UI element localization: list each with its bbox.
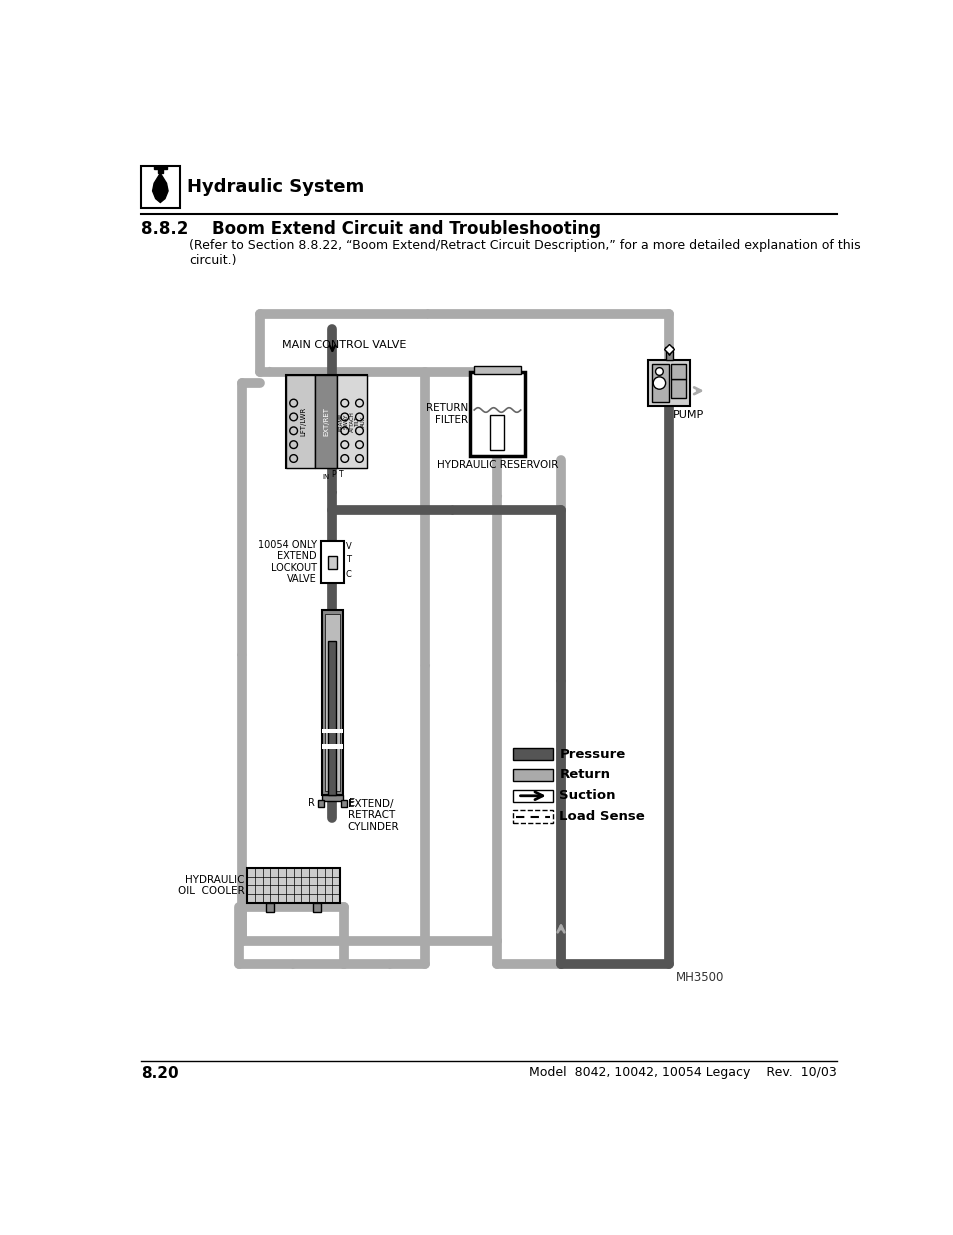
Text: P: P (331, 471, 335, 479)
Text: Suction: Suction (558, 789, 616, 803)
Text: PUMP: PUMP (673, 410, 704, 420)
Bar (340, 799, 347, 808)
Text: R: R (308, 798, 315, 808)
Bar (286, 375, 315, 468)
Text: Return: Return (558, 768, 610, 782)
Bar (651, 364, 668, 403)
Bar (266, 903, 274, 911)
Text: EXT/RET: EXT/RET (323, 408, 329, 436)
Text: HYDRAULIC
OIL  COOLER: HYDRAULIC OIL COOLER (178, 874, 245, 897)
Text: MAIN CONTROL VALVE: MAIN CONTROL VALVE (282, 340, 406, 350)
Text: (Refer to Section 8.8.22, “Boom Extend/Retract Circuit Description,” for a more : (Refer to Section 8.8.22, “Boom Extend/R… (189, 240, 860, 267)
Text: Hydraulic System: Hydraulic System (187, 178, 364, 196)
Text: 8.8.2: 8.8.2 (141, 220, 188, 238)
Bar (317, 799, 323, 808)
Text: E: E (349, 798, 355, 808)
Circle shape (653, 377, 665, 389)
Bar (647, 359, 690, 406)
Bar (315, 375, 336, 468)
Bar (513, 748, 553, 761)
Bar (513, 769, 553, 782)
Bar (247, 868, 340, 903)
Polygon shape (152, 173, 168, 203)
Bar (321, 610, 343, 795)
Bar (320, 541, 344, 583)
Bar (474, 366, 520, 374)
Bar (513, 789, 553, 802)
Bar (336, 375, 367, 468)
Circle shape (655, 368, 662, 375)
Bar (313, 903, 320, 911)
Text: V: V (345, 542, 351, 552)
Text: 10054 ONLY
EXTEND
LOCKOUT
VALVE: 10054 ONLY EXTEND LOCKOUT VALVE (257, 540, 316, 584)
Text: Load Sense: Load Sense (558, 810, 644, 823)
Bar (324, 614, 340, 792)
Bar (154, 165, 167, 169)
Text: EXTEND/
RETRACT
CYLINDER: EXTEND/ RETRACT CYLINDER (348, 799, 399, 832)
Bar (513, 810, 553, 823)
Bar (321, 729, 343, 734)
Bar (328, 556, 336, 569)
Text: Boom Extend Circuit and Troubleshooting: Boom Extend Circuit and Troubleshooting (212, 220, 600, 238)
Bar (470, 372, 524, 456)
Bar (321, 795, 343, 802)
Bar (321, 745, 343, 748)
Text: MH3500: MH3500 (675, 971, 723, 983)
Text: T: T (338, 471, 343, 479)
Bar (286, 375, 367, 468)
Text: RETURN
FILTER: RETURN FILTER (425, 403, 468, 425)
Bar (158, 167, 162, 173)
Text: FRAME
SWAY
ATTACH
TILT
AUX: FRAME SWAY ATTACH TILT AUX (337, 411, 366, 432)
Text: C: C (345, 571, 351, 579)
Text: Model  8042, 10042, 10054 Legacy    Rev.  10/03: Model 8042, 10042, 10054 Legacy Rev. 10/… (529, 1066, 836, 1079)
Bar (328, 641, 335, 795)
Text: HYDRAULIC RESERVOIR: HYDRAULIC RESERVOIR (436, 461, 558, 471)
Text: 8.20: 8.20 (141, 1066, 178, 1081)
Bar (670, 379, 685, 399)
Text: LFT/LWR: LFT/LWR (299, 406, 306, 436)
Bar (665, 351, 673, 359)
Text: IN: IN (322, 474, 330, 480)
Bar (670, 364, 685, 379)
Text: Pressure: Pressure (558, 747, 625, 761)
Text: T: T (345, 555, 350, 563)
Bar (490, 415, 504, 450)
Bar (141, 165, 179, 209)
